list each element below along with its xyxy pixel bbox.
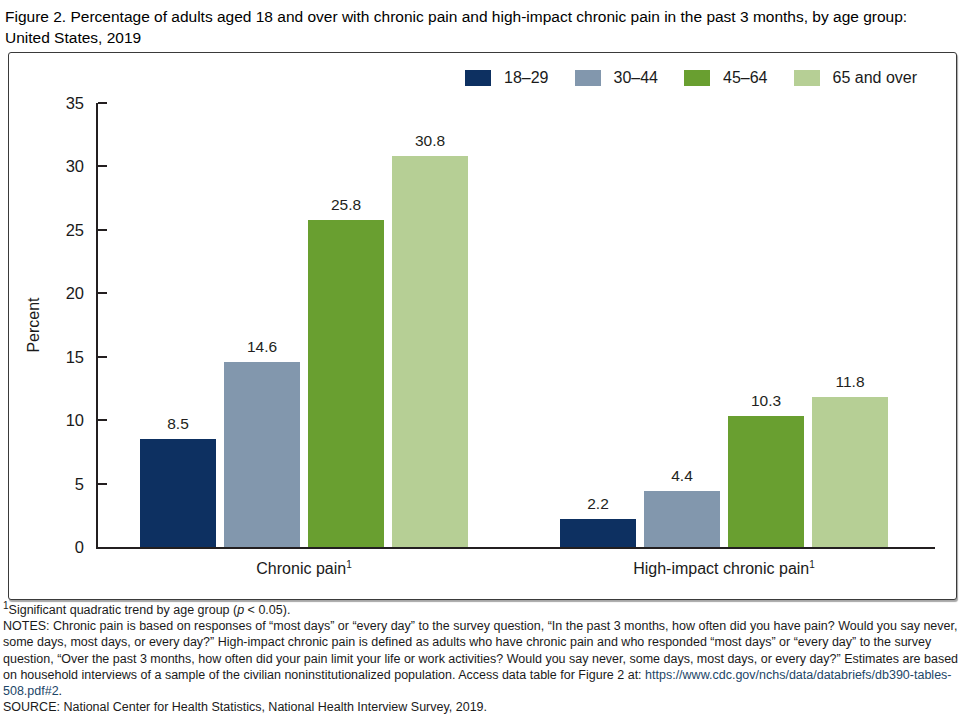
value-label-18-29-high-impact-chronic-pain: 2.2 — [548, 495, 648, 513]
legend: 18–29 30–44 45–64 65 and over — [465, 69, 917, 87]
chart-frame: 18–2930–4445–6465 and over Percent 05101… — [8, 52, 957, 600]
y-tick-label-30: 30 — [36, 157, 84, 175]
bar-45-64-chronic-pain — [308, 220, 384, 547]
y-tick-30 — [98, 165, 107, 167]
y-tick-25 — [98, 229, 107, 231]
y-tick-label-10: 10 — [36, 411, 84, 429]
bar-18-29-chronic-pain — [140, 439, 216, 547]
footnote-significance: 1Significant quadratic trend by age grou… — [3, 602, 959, 618]
figure-title: Figure 2. Percentage of adults aged 18 a… — [5, 6, 950, 48]
value-label-65-and-over-chronic-pain: 30.8 — [380, 132, 480, 150]
bar-45-64-high-impact-chronic-pain — [728, 416, 804, 547]
legend-item-45-64: 45–64 — [684, 69, 768, 87]
y-tick-5 — [98, 483, 107, 485]
legend-swatch-18-29 — [465, 70, 491, 86]
value-label-45-64-chronic-pain: 25.8 — [296, 196, 396, 214]
category-label-text: Chronic pain — [256, 560, 346, 577]
value-label-65-and-over-high-impact-chronic-pain: 11.8 — [800, 373, 900, 391]
legend-item-18-29: 18–29 — [465, 69, 549, 87]
y-tick-10 — [98, 419, 107, 421]
y-tick-label-5: 5 — [36, 475, 84, 493]
category-label-chronic-pain: Chronic pain1 — [256, 560, 351, 578]
notes-text: NOTES: Chronic pain is based on response… — [3, 618, 959, 699]
category-label-high-impact-chronic-pain: High-impact chronic pain1 — [633, 560, 815, 578]
value-label-18-29-chronic-pain: 8.5 — [128, 415, 228, 433]
legend-swatch-45-64 — [684, 70, 710, 86]
legend-label: 65 and over — [833, 69, 918, 87]
y-tick-35 — [98, 102, 107, 104]
y-tick-label-25: 25 — [36, 221, 84, 239]
legend-item-65-and-over: 65 and over — [794, 69, 918, 87]
bar-65-and-over-high-impact-chronic-pain — [812, 397, 888, 547]
bar-18-29-high-impact-chronic-pain — [560, 519, 636, 547]
y-tick-label-20: 20 — [36, 284, 84, 302]
value-label-30-44-chronic-pain: 14.6 — [212, 338, 312, 356]
bar-65-and-over-chronic-pain — [392, 156, 468, 547]
y-tick-label-35: 35 — [36, 94, 84, 112]
bar-30-44-high-impact-chronic-pain — [644, 491, 720, 547]
legend-swatch-65-and-over — [794, 70, 820, 86]
legend-swatch-30-44 — [575, 70, 601, 86]
legend-item-30-44: 30–44 — [575, 69, 659, 87]
y-tick-20 — [98, 292, 107, 294]
source-text: SOURCE: National Center for Health Stati… — [3, 699, 959, 715]
category-label-text: High-impact chronic pain — [633, 560, 809, 577]
value-label-30-44-high-impact-chronic-pain: 4.4 — [632, 467, 732, 485]
y-tick-label-0: 0 — [36, 538, 84, 556]
legend-label: 30–44 — [614, 69, 659, 87]
value-label-45-64-high-impact-chronic-pain: 10.3 — [716, 392, 816, 410]
y-tick-label-15: 15 — [36, 348, 84, 366]
y-tick-15 — [98, 356, 107, 358]
plot-area: Percent 051015202530358.52.214.64.425.81… — [96, 103, 935, 549]
category-footnote-marker: 1 — [809, 559, 815, 570]
bar-30-44-chronic-pain — [224, 362, 300, 547]
legend-label: 18–29 — [504, 69, 549, 87]
footnotes: 1Significant quadratic trend by age grou… — [3, 602, 959, 715]
legend-label: 45–64 — [723, 69, 768, 87]
category-footnote-marker: 1 — [346, 559, 352, 570]
